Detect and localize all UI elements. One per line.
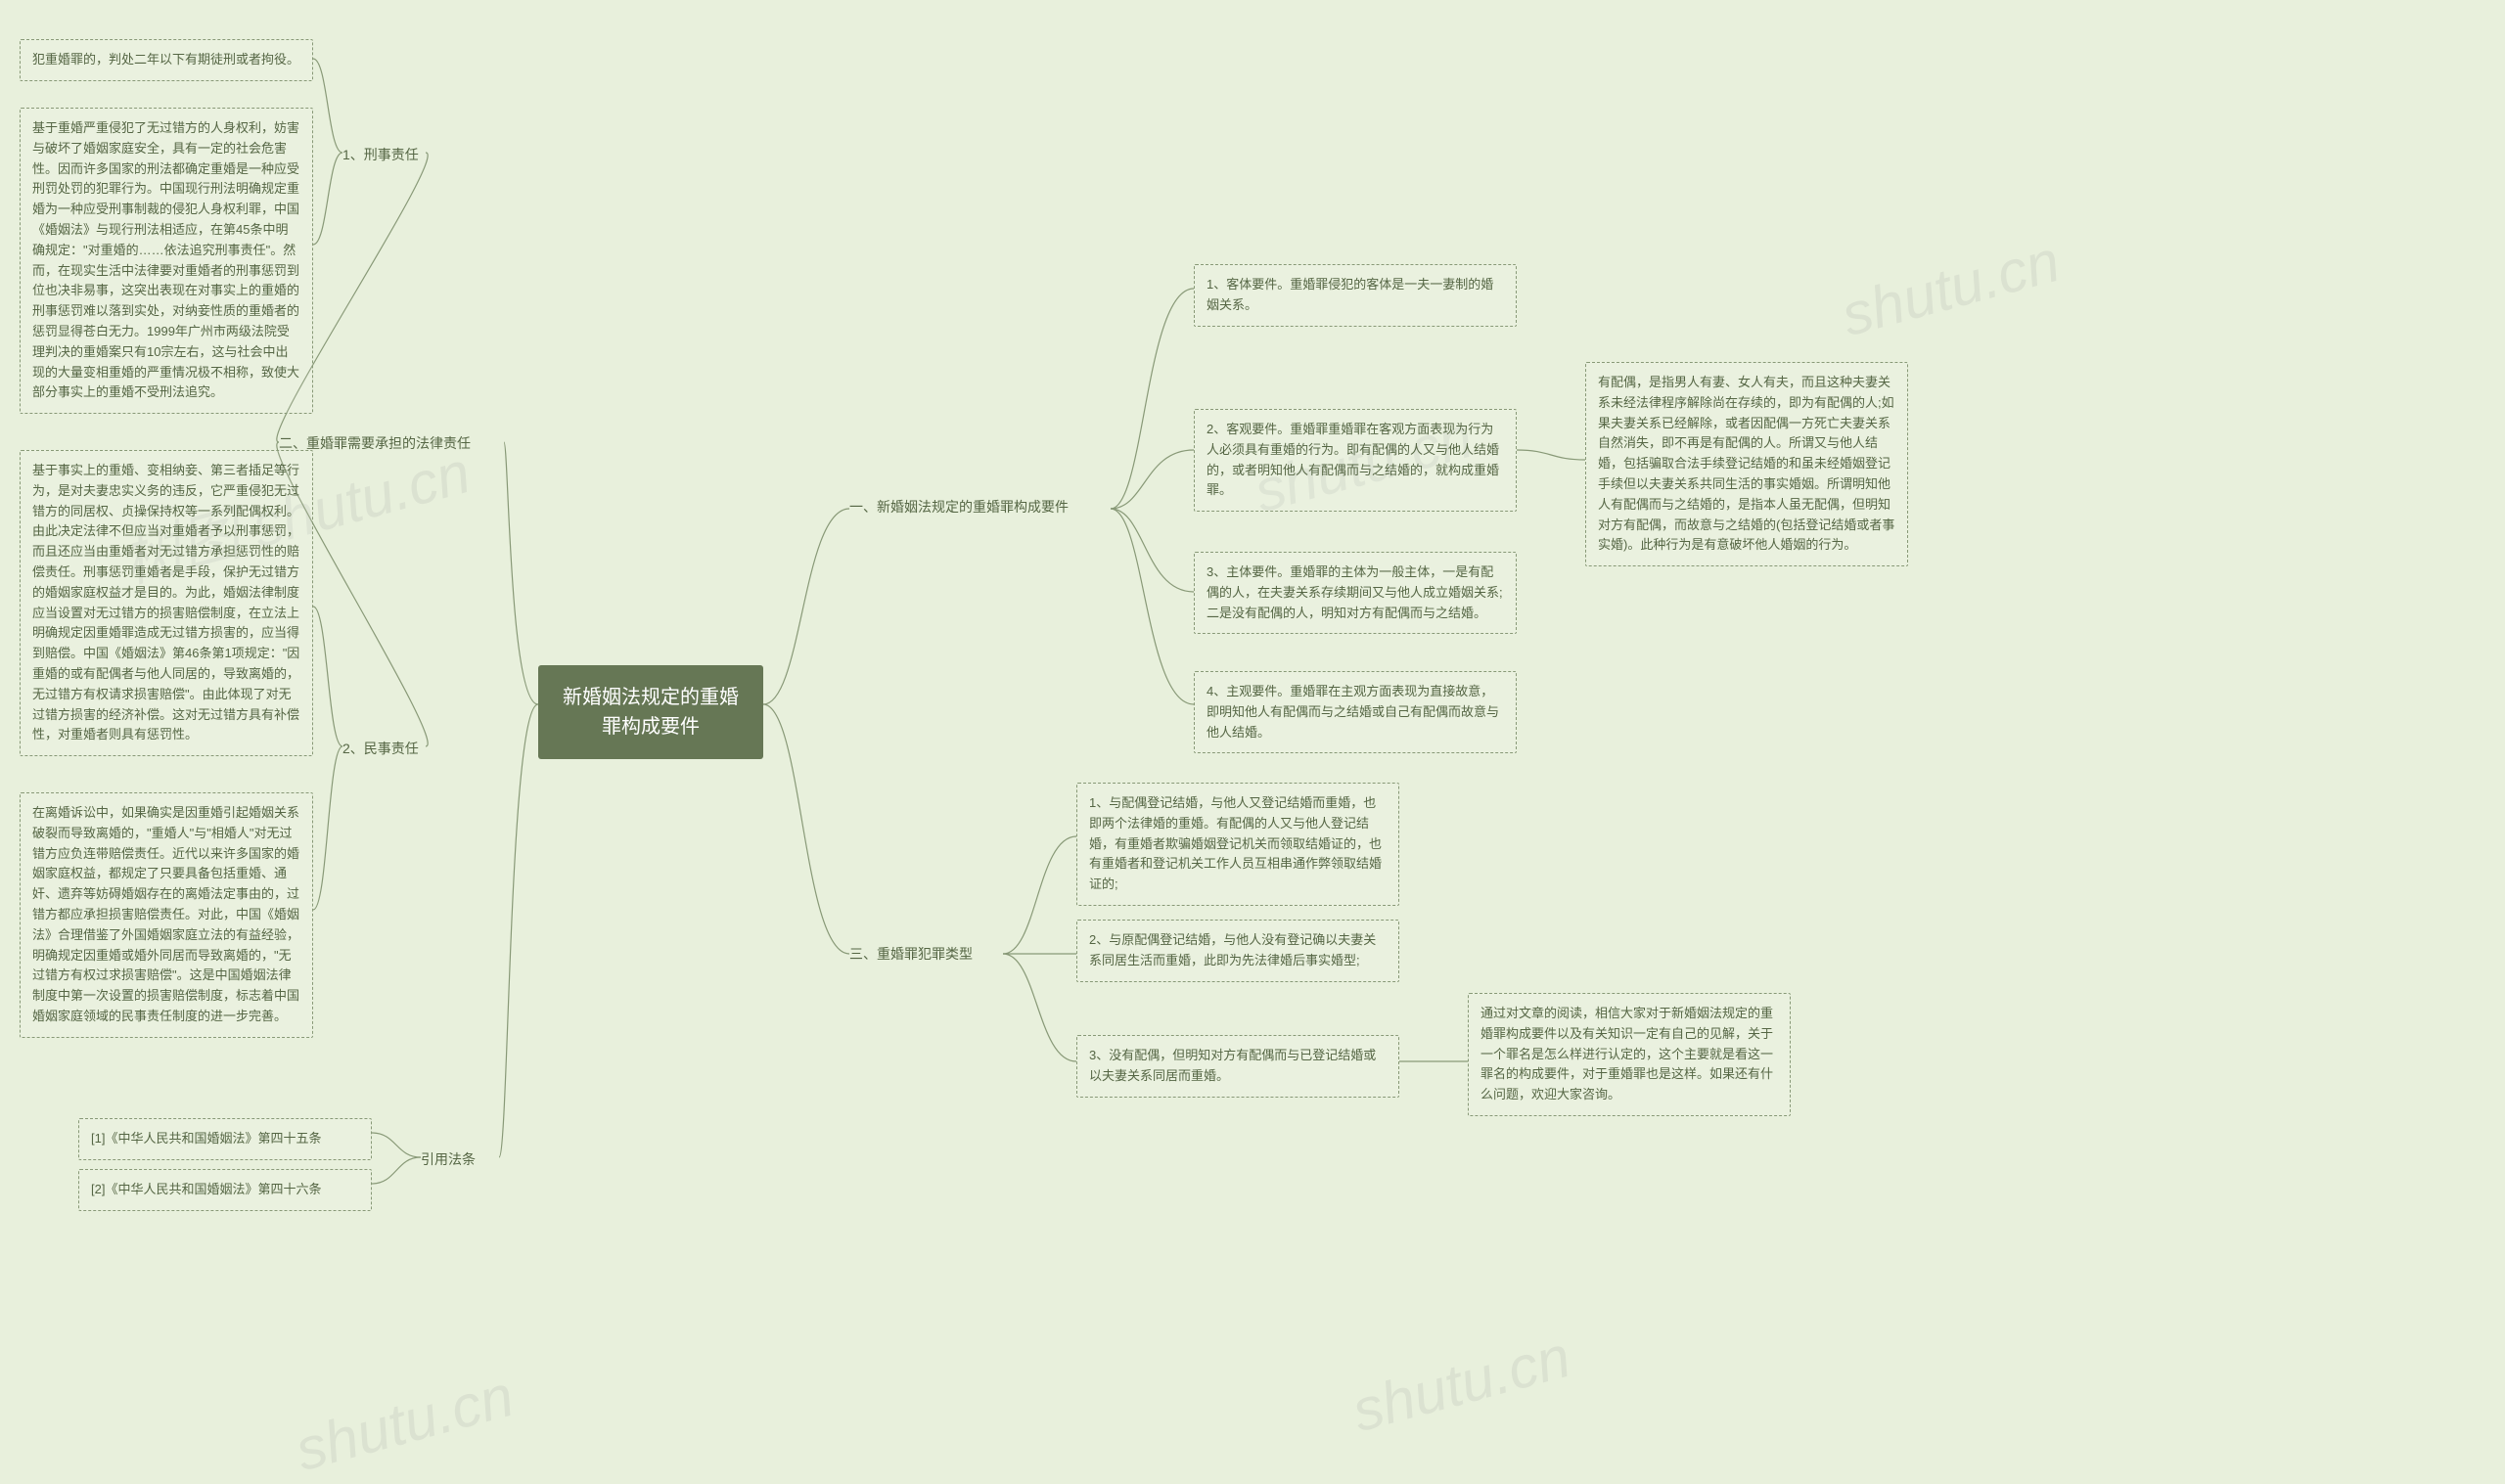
node-r1-3: 3、主体要件。重婚罪的主体为一般主体，一是有配偶的人，在夫妻关系存续期间又与他人… [1194, 552, 1517, 634]
node-r1-2: 2、客观要件。重婚罪重婚罪在客观方面表现为行为人必须具有重婚的行为。即有配偶的人… [1194, 409, 1517, 512]
node-r3-3: 3、没有配偶，但明知对方有配偶而与已登记结婚或以夫妻关系同居而重婚。 [1076, 1035, 1399, 1098]
watermark: shutu.cn [1835, 227, 2067, 349]
node-r1-4: 4、主观要件。重婚罪在主观方面表现为直接故意，即明知他人有配偶而与之结婚或自己有… [1194, 671, 1517, 753]
node-r1-1: 1、客体要件。重婚罪侵犯的客体是一夫一妻制的婚姻关系。 [1194, 264, 1517, 327]
node-r3-1: 1、与配偶登记结婚，与他人又登记结婚而重婚，也即两个法律婚的重婚。有配偶的人又与… [1076, 783, 1399, 906]
watermark: shutu.cn [289, 1362, 521, 1484]
branch-label-3: 三、重婚罪犯罪类型 [849, 944, 973, 964]
node-r1-2-1: 有配偶，是指男人有妻、女人有夫，而且这种夫妻关系未经法律程序解除尚在存续的，即为… [1585, 362, 1908, 566]
sublabel-criminal: 1、刑事责任 [342, 145, 419, 164]
node-cite-2: [2]《中华人民共和国婚姻法》第四十六条 [78, 1169, 372, 1211]
node-r3-3-1: 通过对文章的阅读，相信大家对于新婚姻法规定的重婚罪构成要件以及有关知识一定有自己… [1468, 993, 1791, 1116]
node-cite-1: [1]《中华人民共和国婚姻法》第四十五条 [78, 1118, 372, 1160]
node-l2-1-2: 基于重婚严重侵犯了无过错方的人身权利，妨害与破坏了婚姻家庭安全，具有一定的社会危… [20, 108, 313, 414]
branch-label-1: 一、新婚姻法规定的重婚罪构成要件 [849, 497, 1114, 517]
watermark: shutu.cn [1345, 1323, 1577, 1445]
sublabel-civil: 2、民事责任 [342, 739, 419, 758]
node-r3-2: 2、与原配偶登记结婚，与他人没有登记确以夫妻关系同居生活而重婚，此即为先法律婚后… [1076, 920, 1399, 982]
center-node: 新婚姻法规定的重婚罪构成要件 [538, 665, 763, 759]
node-l2-1-1: 犯重婚罪的，判处二年以下有期徒刑或者拘役。 [20, 39, 313, 81]
branch-label-cite: 引用法条 [421, 1149, 476, 1169]
node-l2-2-1: 基于事实上的重婚、变相纳妾、第三者插足等行为，是对夫妻忠实义务的违反，它严重侵犯… [20, 450, 313, 756]
node-l2-2-2: 在离婚诉讼中，如果确实是因重婚引起婚姻关系破裂而导致离婚的，"重婚人"与"相婚人… [20, 792, 313, 1038]
